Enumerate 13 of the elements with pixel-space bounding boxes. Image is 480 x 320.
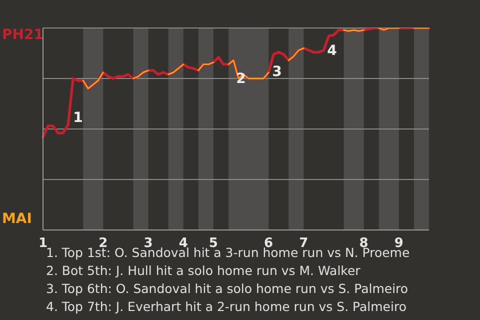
x-tick-label: 7 — [299, 236, 308, 252]
text: MAI — [2, 210, 32, 228]
annotation: 1 — [73, 110, 83, 126]
x-tick-label: 3 — [144, 236, 153, 252]
annotation: 3 — [272, 64, 282, 80]
text: PH21 — [2, 26, 44, 44]
x-tick-label: 1 — [38, 236, 48, 252]
text: 4. Top 7th: J. Everhart hit a 2-run home run vs S. Palmeiro — [46, 298, 408, 316]
x-tick-label: 9 — [394, 236, 404, 252]
text: 3. Top 6th: O. Sandoval hit a solo home run vs S. Palmeiro — [46, 280, 410, 298]
annotation: 4 — [327, 43, 337, 59]
x-tick-label: 5 — [208, 236, 218, 252]
text: 2. Bot 5th: J. Hull hit a solo home run vs M. Walker — [46, 262, 362, 280]
